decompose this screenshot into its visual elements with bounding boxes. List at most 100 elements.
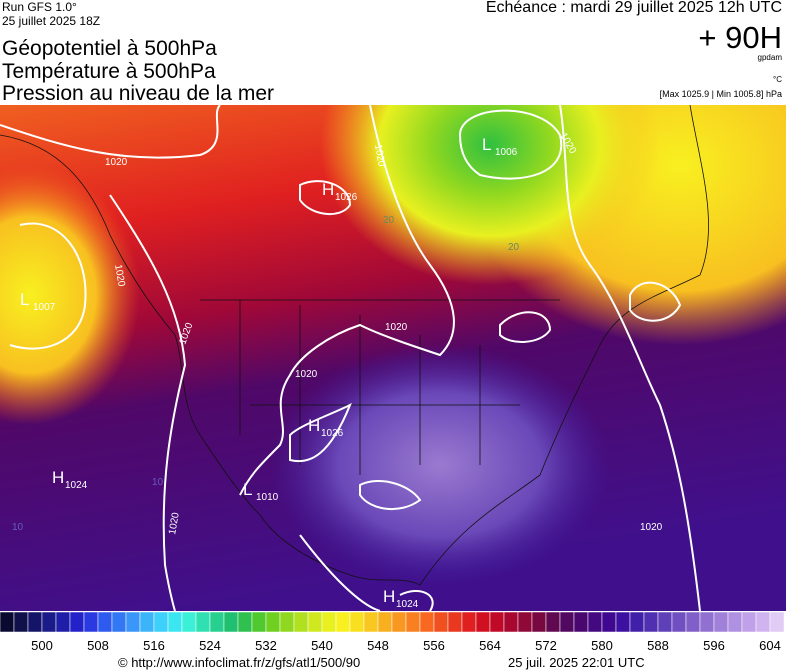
isobar — [629, 281, 682, 322]
color-swatch — [237, 612, 253, 633]
coastline — [419, 105, 709, 586]
colorbar: 500 508 516 524 532 540 548 556 564 572 580 588 596 6… — [0, 612, 785, 653]
unit-label: gpdam — [757, 53, 782, 62]
contour-label: 20 — [383, 215, 395, 226]
color-swatch — [741, 612, 757, 633]
color-swatch — [629, 612, 645, 633]
isobar — [109, 194, 187, 611]
color-swatch — [769, 612, 785, 633]
color-swatch — [293, 612, 309, 633]
color-swatch — [209, 612, 225, 633]
run-date: 25 juillet 2025 18Z — [2, 14, 101, 28]
colorbar-label: 564 — [479, 638, 501, 653]
center-type: H — [308, 416, 320, 435]
center-value: 1026 — [321, 428, 344, 439]
color-swatch — [27, 612, 43, 633]
pressure-range: [Max 1025.9 | Min 1005.8] hPa — [659, 89, 782, 99]
color-swatch — [559, 612, 575, 633]
color-swatch — [657, 612, 673, 633]
colorbar-label: 540 — [311, 638, 333, 653]
color-swatch — [699, 612, 715, 633]
color-swatch — [195, 612, 211, 633]
color-swatch — [41, 612, 57, 633]
contour-label: 1020 — [167, 511, 182, 535]
color-swatch — [727, 612, 743, 633]
colorbar-label: 572 — [535, 638, 557, 653]
color-swatch — [167, 612, 183, 633]
color-swatch — [97, 612, 113, 633]
color-swatch — [0, 612, 15, 633]
isobar — [9, 222, 87, 350]
isobar — [299, 180, 352, 216]
contour-label: 1020 — [295, 369, 318, 380]
center-value: 1024 — [396, 599, 419, 610]
color-swatch — [111, 612, 127, 633]
color-swatch — [363, 612, 379, 633]
color-swatch — [587, 612, 603, 633]
coastline — [0, 134, 421, 586]
color-swatch — [377, 612, 393, 633]
colorbar-label: 532 — [255, 638, 277, 653]
color-swatch — [461, 612, 477, 633]
color-swatch — [573, 612, 589, 633]
color-swatch — [685, 612, 701, 633]
color-swatch — [13, 612, 29, 633]
contour-label: 1020 — [385, 322, 408, 333]
color-swatch — [223, 612, 239, 633]
source-link: © http://www.infoclimat.fr/z/gfs/atl1/50… — [118, 655, 361, 670]
colorbar-label: 588 — [647, 638, 669, 653]
colorbar-label: 596 — [703, 638, 725, 653]
color-swatch — [55, 612, 71, 633]
isobar — [299, 534, 434, 611]
title: Pression au niveau de la mer — [2, 82, 274, 105]
isobar — [499, 311, 552, 343]
center-value: 1006 — [495, 147, 518, 158]
color-swatch — [447, 612, 463, 633]
color-swatch — [181, 612, 197, 633]
colorbar-label: 556 — [423, 638, 445, 653]
center-value: 1026 — [335, 192, 358, 203]
center-type: L — [20, 290, 29, 309]
color-swatch — [643, 612, 659, 633]
colorbar-label: 604 — [759, 638, 781, 653]
color-swatch — [125, 612, 141, 633]
contour-label: 1020 — [105, 157, 128, 168]
contour-label: 1020 — [372, 144, 387, 168]
color-swatch — [671, 612, 687, 633]
color-swatch — [83, 612, 99, 633]
contour-label: 10 — [152, 477, 164, 488]
center-type: H — [383, 587, 395, 606]
isobar — [289, 402, 422, 511]
color-swatch — [139, 612, 155, 633]
contour-label: 1020 — [112, 264, 127, 288]
colorbar-label: 516 — [143, 638, 165, 653]
isobar — [0, 105, 221, 159]
center-value: 1024 — [65, 480, 88, 491]
center-value: 1007 — [33, 302, 56, 313]
isobar — [239, 105, 455, 496]
color-swatch — [713, 612, 729, 633]
color-swatch — [251, 612, 267, 633]
title: Température à 500hPa — [2, 60, 216, 83]
color-swatch — [307, 612, 323, 633]
run-label: Run GFS 1.0° — [2, 0, 77, 14]
colorbar-label: 580 — [591, 638, 613, 653]
color-swatch — [405, 612, 421, 633]
center-type: H — [322, 180, 334, 199]
title: Géopotentiel à 500hPa — [2, 37, 217, 60]
field — [0, 165, 140, 425]
color-swatch — [601, 612, 617, 633]
unit-label: °C — [773, 75, 782, 84]
contour-label: 10 — [12, 522, 24, 533]
color-swatch — [755, 612, 771, 633]
color-swatch — [433, 612, 449, 633]
center-type: L — [482, 135, 491, 154]
colorbar-label: 500 — [31, 638, 53, 653]
color-swatch — [615, 612, 631, 633]
color-swatch — [531, 612, 547, 633]
color-swatch — [69, 612, 85, 633]
field — [270, 345, 610, 585]
color-swatch — [475, 612, 491, 633]
